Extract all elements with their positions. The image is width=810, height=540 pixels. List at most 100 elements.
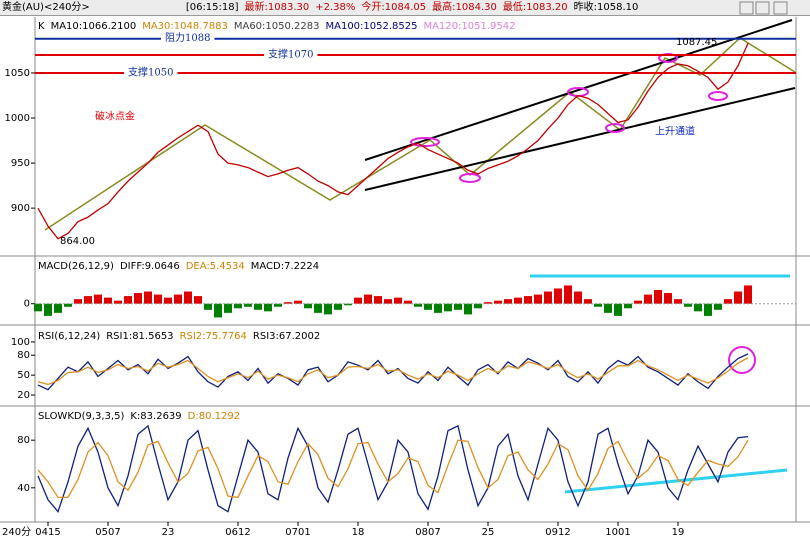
macd-bar — [274, 303, 282, 307]
button[interactable] — [739, 1, 754, 15]
macd-bar — [324, 303, 332, 315]
channel-lower — [364, 87, 796, 191]
macd-bar — [64, 303, 72, 307]
macd-bar — [224, 303, 232, 313]
time: [06:15:18] — [185, 2, 239, 13]
button[interactable] — [773, 1, 788, 15]
macd-bar — [384, 299, 392, 304]
x-tick-label: 18 — [352, 527, 365, 538]
macd-bar — [314, 303, 322, 313]
macd-bar — [444, 303, 452, 312]
y-tick-label: 1000 — [5, 113, 30, 124]
macd-bar — [214, 303, 222, 318]
macd-bar — [404, 300, 412, 304]
macd-bar — [644, 294, 652, 304]
legend-text: MA100:1052.8525 — [325, 21, 417, 32]
y-tick-label: 0 — [24, 299, 30, 310]
macd-bar — [54, 303, 62, 313]
legend-text: DEA:5.4534 — [186, 261, 245, 272]
macd-bar — [734, 291, 742, 304]
y-tick-label: 100 — [11, 337, 30, 348]
x-tick-label: 25 — [482, 527, 495, 538]
macd-bar — [304, 303, 312, 309]
macd-bar — [294, 300, 302, 304]
background — [0, 17, 810, 540]
annotation: 1087.45 — [676, 37, 717, 48]
level-label: 支撑1050 — [128, 65, 173, 78]
x-tick-label: 0807 — [415, 527, 440, 538]
macd-bar — [634, 300, 642, 304]
macd-bar — [364, 294, 372, 304]
button[interactable] — [755, 1, 770, 15]
macd-bar — [544, 291, 552, 304]
header-field: 今开:1084.05 — [361, 2, 427, 13]
legend-text: MA30:1048.7883 — [142, 21, 228, 32]
instrument: 黄金(AU)<240分> — [2, 2, 90, 13]
macd-bar — [194, 296, 202, 304]
x-tick-label: 0701 — [285, 527, 310, 538]
macd-bar — [414, 303, 422, 307]
legend-text: MACD(26,12,9) — [38, 261, 114, 272]
level-label-bg — [124, 62, 178, 83]
x-tick-label: 1001 — [605, 527, 630, 538]
macd-bar — [674, 299, 682, 304]
macd-bar — [44, 303, 52, 316]
macd-bar — [534, 294, 542, 304]
annotation: 上升通道 — [655, 125, 695, 138]
legend-text: MA60:1050.2283 — [234, 21, 320, 32]
y-tick-label: 80 — [17, 350, 30, 361]
y-tick-label: 40 — [17, 483, 30, 494]
macd-bar — [74, 299, 82, 304]
header-field: 最低:1083.20 — [502, 2, 568, 13]
macd-bar — [714, 303, 722, 310]
legend-text: MA120:1051.9542 — [424, 21, 516, 32]
macd-bar — [624, 303, 632, 309]
macd-bar — [574, 291, 582, 304]
macd-bar — [654, 290, 662, 304]
macd-bar — [474, 303, 482, 309]
legend-text: DIFF:9.0646 — [120, 261, 180, 272]
macd-bar — [554, 288, 562, 304]
macd-bar — [594, 303, 602, 307]
macd-bar — [94, 294, 102, 304]
level-label-bg — [264, 44, 318, 65]
macd-bar — [374, 296, 382, 304]
macd-bar — [174, 294, 182, 304]
level-label: 阻力1088 — [165, 31, 210, 44]
macd-bar — [614, 303, 622, 316]
level-label-bg — [161, 28, 215, 49]
legend-text: K:83.2639 — [130, 411, 181, 422]
ellipse — [410, 137, 440, 147]
macd-bar — [244, 303, 252, 307]
x-tick-label: 23 — [162, 527, 175, 538]
macd-bar — [694, 303, 702, 312]
y-tick-label: 20 — [17, 390, 30, 401]
macd-bar — [34, 303, 42, 312]
macd-bar — [484, 302, 492, 304]
macd-bar — [504, 299, 512, 304]
legend-text: RSI3:67.2002 — [253, 331, 320, 342]
ellipse — [459, 173, 481, 183]
window-buttons — [739, 1, 788, 15]
macd-bar — [704, 303, 712, 316]
macd-bar — [684, 303, 692, 307]
macd-bar — [104, 297, 112, 304]
header-field: 昨收:1058.10 — [573, 2, 639, 13]
macd-bar — [524, 296, 532, 304]
macd-bar — [604, 303, 612, 313]
line — [37, 42, 749, 240]
macd-bar — [494, 300, 502, 304]
ellipse — [605, 123, 625, 133]
line — [37, 439, 749, 499]
macd-bar — [264, 303, 272, 312]
macd-bar — [344, 303, 352, 306]
y-tick-label: 50 — [17, 370, 30, 381]
rsi-circle — [728, 346, 756, 374]
macd-bar — [144, 291, 152, 304]
x-tick-label: 19 — [672, 527, 685, 538]
ellipse — [708, 91, 728, 101]
legend-text: D:80.1292 — [188, 411, 240, 422]
macd-bar — [584, 299, 592, 304]
macd-bar — [354, 297, 362, 304]
